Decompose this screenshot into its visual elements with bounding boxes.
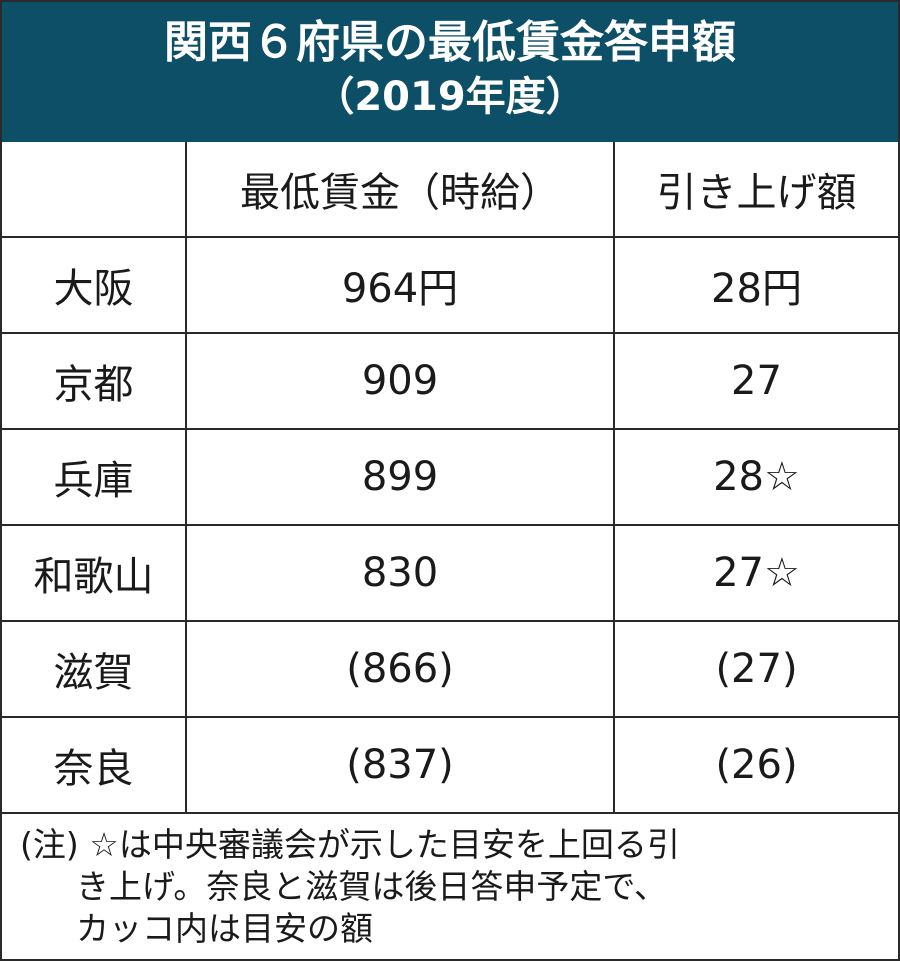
footnote: (注) ☆は中央審議会が示した目安を上回る引 き上げ。奈良と滋賀は後日答申予定で…: [20, 824, 880, 950]
wage-table: 最低賃金（時給） 引き上げ額 大阪 964円 28円 京都 909 27 兵庫 …: [2, 142, 898, 814]
prefecture-cell: 奈良: [2, 716, 187, 814]
wage-cell: 830: [185, 524, 615, 622]
footnote-line-3: カッコ内は目安の額: [76, 909, 373, 948]
prefecture-cell: 滋賀: [2, 620, 187, 718]
wage-cell: 899: [185, 428, 615, 526]
wage-cell: 964円: [185, 236, 615, 334]
title-line-2: （2019年度）: [314, 74, 586, 120]
table-row: 奈良 (837) (26): [2, 716, 898, 814]
wage-cell: (866): [185, 620, 615, 718]
table-row: 滋賀 (866) (27): [2, 620, 898, 718]
raise-cell: 27: [613, 332, 898, 430]
prefecture-cell: 和歌山: [2, 524, 187, 622]
footnote-line-1: (注) ☆は中央審議会が示した目安を上回る引: [20, 825, 680, 864]
prefecture-cell: 兵庫: [2, 428, 187, 526]
raise-cell: 28☆: [613, 428, 898, 526]
table-header-row: 最低賃金（時給） 引き上げ額: [2, 142, 898, 238]
title-line-1: 関西６府県の最低賃金答申額: [164, 17, 736, 68]
prefecture-cell: 大阪: [2, 236, 187, 334]
table-row: 兵庫 899 28☆: [2, 428, 898, 526]
raise-cell: (27): [613, 620, 898, 718]
footnote-line-2: き上げ。奈良と滋賀は後日答申予定で、: [76, 867, 668, 906]
table-row: 大阪 964円 28円: [2, 236, 898, 334]
header-blank: [2, 142, 187, 238]
table-row: 和歌山 830 27☆: [2, 524, 898, 622]
header-minimum-wage: 最低賃金（時給）: [185, 142, 615, 238]
wage-cell: (837): [185, 716, 615, 814]
raise-cell: 27☆: [613, 524, 898, 622]
table-row: 京都 909 27: [2, 332, 898, 430]
header-raise-amount: 引き上げ額: [613, 142, 898, 238]
title-banner: 関西６府県の最低賃金答申額 （2019年度）: [2, 2, 898, 142]
raise-cell: 28円: [613, 236, 898, 334]
wage-cell: 909: [185, 332, 615, 430]
raise-cell: (26): [613, 716, 898, 814]
prefecture-cell: 京都: [2, 332, 187, 430]
